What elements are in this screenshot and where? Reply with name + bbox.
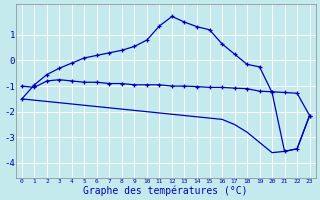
X-axis label: Graphe des températures (°C): Graphe des températures (°C) — [84, 185, 248, 196]
